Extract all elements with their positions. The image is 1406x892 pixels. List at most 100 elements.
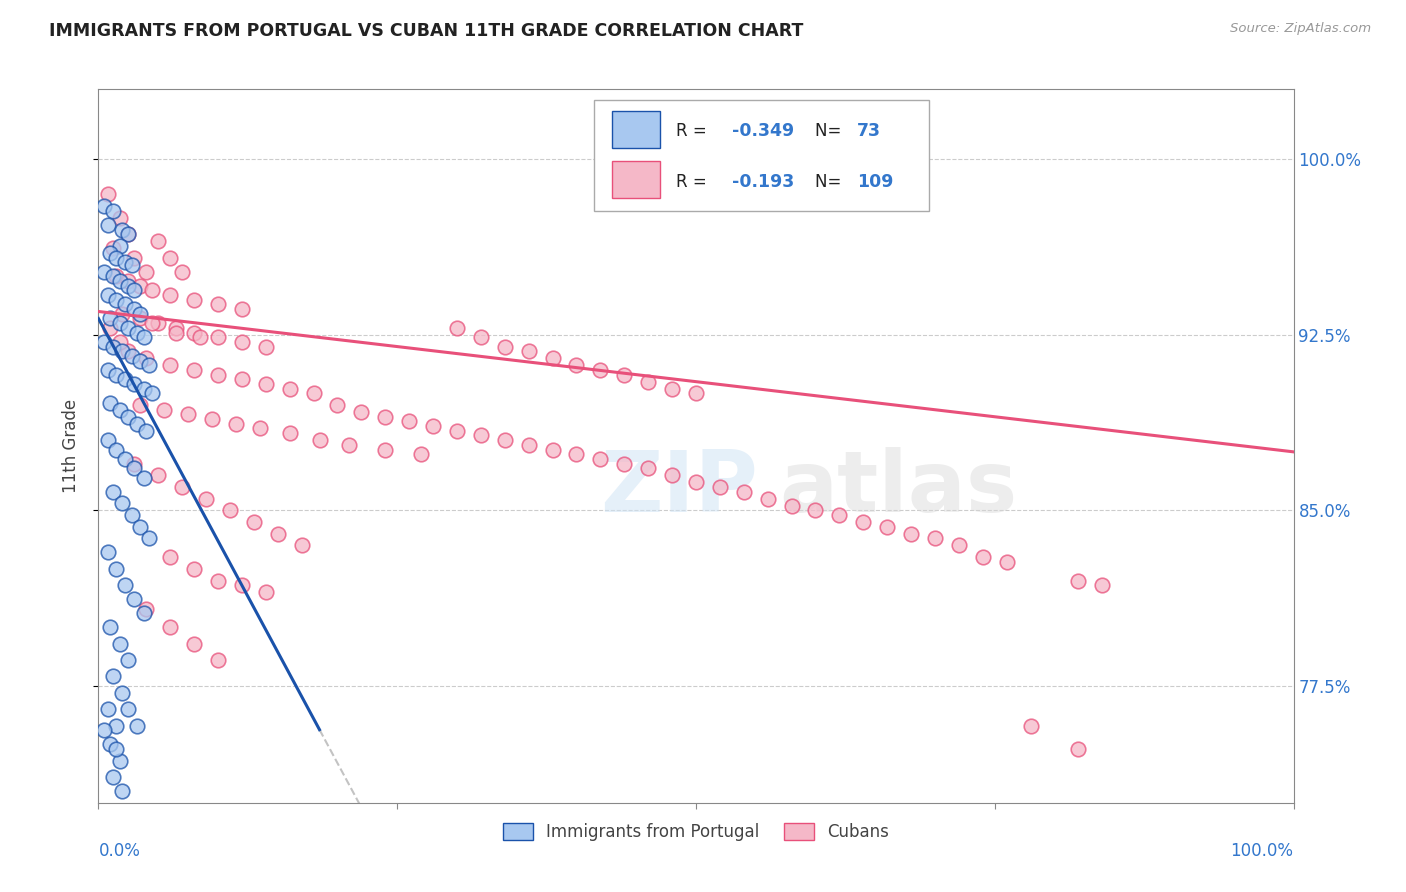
Point	[124, 376, 146, 391]
Point	[637, 375, 659, 389]
Point	[114, 451, 136, 466]
Point	[852, 515, 875, 529]
Point	[165, 326, 187, 340]
Text: IMMIGRANTS FROM PORTUGAL VS CUBAN 11TH GRADE CORRELATION CHART: IMMIGRANTS FROM PORTUGAL VS CUBAN 11TH G…	[49, 22, 804, 40]
Point	[159, 359, 181, 373]
Point	[254, 376, 277, 391]
Point	[1067, 574, 1090, 588]
Point	[108, 637, 131, 651]
Point	[172, 480, 194, 494]
Point	[117, 702, 139, 716]
Point	[972, 550, 994, 565]
Point	[105, 742, 128, 756]
Y-axis label: 11th Grade: 11th Grade	[62, 399, 80, 493]
Point	[129, 519, 152, 533]
Point	[135, 351, 157, 366]
Point	[828, 508, 851, 522]
Point	[117, 409, 139, 424]
Point	[98, 321, 122, 335]
Point	[565, 447, 588, 461]
Point	[108, 316, 131, 330]
Point	[159, 620, 181, 634]
Point	[101, 770, 124, 784]
Point	[589, 363, 612, 377]
Point	[101, 241, 124, 255]
Legend: Immigrants from Portugal, Cubans: Immigrants from Portugal, Cubans	[496, 816, 896, 848]
Point	[125, 718, 148, 732]
Point	[98, 620, 122, 634]
Point	[105, 562, 128, 576]
Point	[201, 412, 224, 426]
Point	[132, 470, 155, 484]
Point	[422, 419, 444, 434]
Point	[121, 258, 143, 272]
Text: 109: 109	[858, 173, 894, 191]
Point	[98, 246, 122, 260]
Point	[398, 414, 420, 428]
Point	[101, 340, 124, 354]
Point	[494, 340, 516, 354]
Point	[97, 433, 120, 447]
Point	[135, 265, 157, 279]
Point	[97, 187, 120, 202]
Text: 100.0%: 100.0%	[1230, 842, 1294, 860]
Point	[924, 532, 946, 546]
Point	[132, 330, 155, 344]
Point	[105, 269, 128, 284]
Point	[117, 653, 139, 667]
Point	[225, 417, 247, 431]
Point	[278, 382, 301, 396]
Point	[105, 442, 128, 457]
Point	[780, 499, 803, 513]
Point	[339, 438, 361, 452]
Point	[249, 421, 271, 435]
Point	[188, 330, 211, 344]
Point	[254, 340, 277, 354]
Point	[108, 754, 131, 768]
Point	[97, 363, 120, 377]
Point	[117, 321, 139, 335]
Point	[114, 578, 136, 592]
Text: ZIP: ZIP	[600, 447, 758, 531]
Point	[111, 686, 134, 700]
Point	[207, 330, 229, 344]
Point	[159, 288, 181, 302]
Point	[231, 372, 253, 386]
Point	[141, 284, 163, 298]
Point	[93, 199, 115, 213]
Point	[124, 592, 146, 607]
Point	[733, 484, 755, 499]
Point	[517, 344, 540, 359]
Text: N=: N=	[815, 122, 846, 140]
Point	[98, 311, 122, 326]
Point	[1091, 578, 1114, 592]
Point	[135, 424, 157, 438]
Point	[195, 491, 218, 506]
Point	[900, 526, 922, 541]
Point	[121, 349, 143, 363]
Point	[125, 326, 148, 340]
Text: Source: ZipAtlas.com: Source: ZipAtlas.com	[1230, 22, 1371, 36]
Point	[183, 293, 205, 307]
Point	[470, 330, 492, 344]
Point	[108, 334, 131, 349]
Point	[93, 723, 115, 738]
Text: N=: N=	[815, 173, 846, 191]
Point	[541, 442, 564, 457]
Point	[138, 532, 160, 546]
Point	[93, 334, 115, 349]
Text: 73: 73	[858, 122, 882, 140]
Point	[613, 368, 636, 382]
Point	[111, 784, 134, 798]
Point	[804, 503, 827, 517]
Point	[111, 307, 134, 321]
Point	[183, 326, 205, 340]
Point	[135, 601, 157, 615]
Point	[129, 398, 152, 412]
Point	[374, 442, 396, 457]
Point	[148, 468, 170, 483]
Point	[124, 457, 146, 471]
Point	[1067, 742, 1090, 756]
Point	[108, 211, 131, 225]
Point	[129, 307, 152, 321]
